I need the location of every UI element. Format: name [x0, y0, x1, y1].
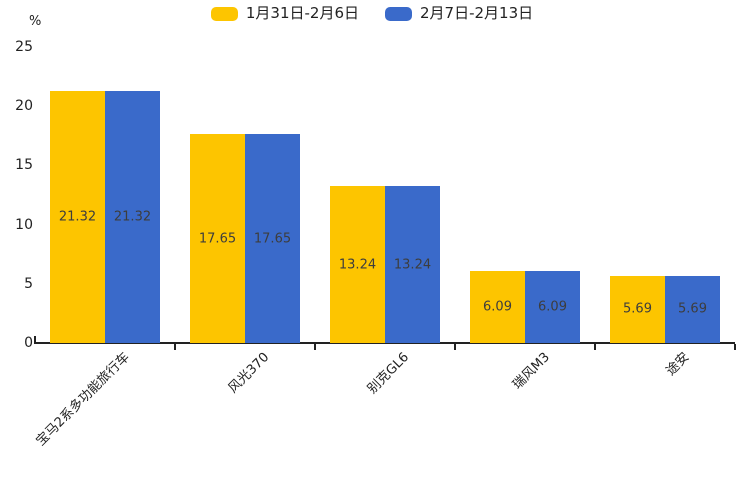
- x-category-label: 宝马2系多功能旅行车: [33, 349, 133, 450]
- y-tick-label: 20: [15, 98, 33, 115]
- y-axis-origin-stub: [34, 336, 36, 344]
- y-tick-label: 0: [24, 335, 33, 351]
- bar-series2-5[interactable]: 5.69: [665, 275, 720, 343]
- x-category-label: 瑞风M3: [509, 349, 553, 393]
- bar-value-label: 5.69: [623, 301, 652, 317]
- bar-value-label: 17.65: [253, 231, 292, 246]
- bar-series2-4[interactable]: 6.09: [525, 270, 580, 343]
- bar-series1-5[interactable]: 5.69: [610, 275, 665, 343]
- bar-value-label: 21.32: [113, 209, 152, 225]
- bar-value-label: 21.32: [58, 209, 97, 225]
- bar-value-label: 6.09: [483, 299, 512, 315]
- x-axis-tick: [734, 344, 736, 350]
- y-tick-label: 10: [15, 216, 33, 233]
- y-tick-label: 15: [15, 157, 33, 174]
- bar-value-label: 5.69: [678, 301, 707, 317]
- legend-item-series-2[interactable]: 2月7日-2月13日: [385, 6, 533, 21]
- y-tick-label: 5: [24, 275, 33, 292]
- bar-series1-1[interactable]: 21.32: [50, 90, 105, 343]
- x-category-label: 别克GL6: [365, 349, 413, 397]
- bar-series1-2[interactable]: 17.65: [190, 134, 245, 343]
- legend-label: 2月7日-2月13日: [420, 4, 534, 22]
- x-axis-tick: [594, 344, 596, 350]
- x-axis-line: [35, 342, 735, 344]
- bar-series1-3[interactable]: 13.24: [330, 186, 385, 343]
- bar-value-label: 13.24: [393, 257, 432, 273]
- bar-value-label: 13.24: [338, 257, 377, 273]
- x-category-label: 风光370: [225, 349, 273, 397]
- x-axis-tick: [174, 344, 176, 350]
- bar-series2-3[interactable]: 13.24: [385, 186, 440, 343]
- legend-swatch-icon: [385, 6, 412, 21]
- legend-swatch-icon: [210, 6, 238, 21]
- y-axis-unit-label: %: [29, 14, 42, 29]
- x-axis-tick: [454, 344, 456, 350]
- x-axis-tick: [314, 344, 316, 350]
- bar-value-label: 17.65: [198, 231, 237, 246]
- bar-series2-2[interactable]: 17.65: [245, 134, 300, 343]
- chart-legend: 1月31日-2月6日 2月7日-2月13日: [0, 6, 744, 21]
- bar-value-label: 6.09: [538, 299, 567, 315]
- y-tick-label: 25: [15, 39, 33, 55]
- legend-item-series-1[interactable]: 1月31日-2月6日: [210, 4, 359, 22]
- bar-series1-4[interactable]: 6.09: [470, 270, 525, 343]
- x-category-label: 途安: [663, 349, 693, 379]
- bar-series2-1[interactable]: 21.32: [105, 90, 160, 343]
- legend-label: 1月31日-2月6日: [245, 4, 359, 22]
